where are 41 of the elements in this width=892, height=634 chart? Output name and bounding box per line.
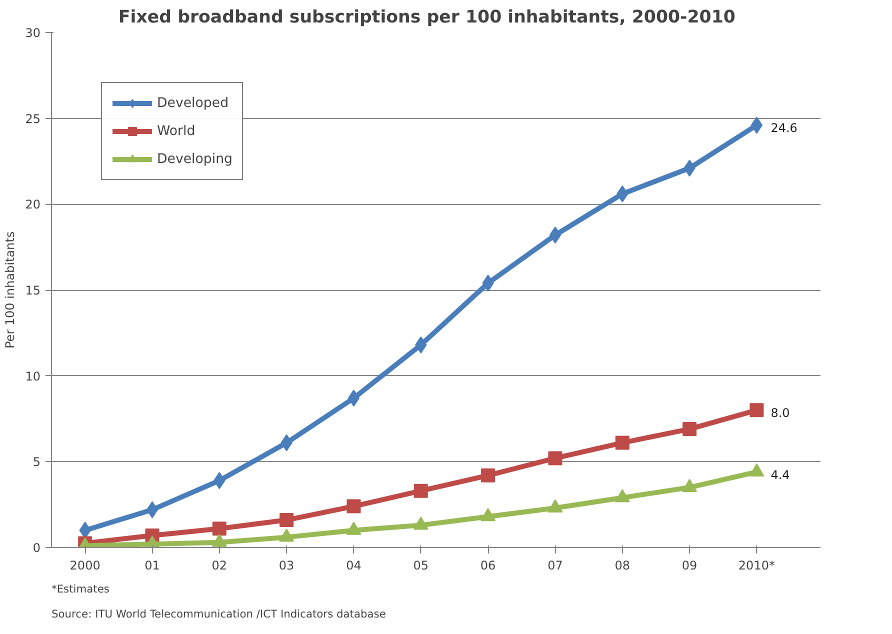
x-tick-label: 2000 (70, 558, 100, 572)
point (346, 499, 361, 514)
x-tick-label: 03 (278, 558, 294, 572)
x-tick-label: 01 (144, 558, 160, 572)
legend-label: Developed (157, 96, 229, 110)
point (212, 522, 226, 536)
data-label: 24.6 (770, 121, 798, 136)
point (548, 451, 562, 466)
chart-title: Fixed broadband subscriptions per 100 inhabitants, 2000-2010 (118, 8, 736, 28)
point (549, 226, 562, 244)
y-tick-label: 5 (32, 455, 41, 470)
y-tick-label: 0 (32, 541, 41, 555)
x-tick-label: 07 (548, 558, 563, 572)
legend-label: World (157, 124, 196, 138)
source-note: Source: ITU World Telecommunication /ICT Indicators database (52, 608, 386, 620)
x-tick-label: 02 (212, 558, 228, 572)
point (615, 436, 630, 450)
point (750, 403, 764, 418)
x-tick-label: 06 (480, 558, 496, 572)
y-tick-label: 20 (25, 198, 41, 212)
point (750, 116, 763, 134)
point (146, 501, 158, 518)
text: *Estimates (52, 582, 110, 596)
x-tick-label: 08 (614, 558, 630, 572)
point (280, 513, 294, 528)
x-tick-label: 09 (682, 558, 698, 572)
y-tick-label: 10 (25, 369, 41, 384)
y-tick-label: 15 (25, 284, 41, 298)
legend-label: Developing (157, 152, 232, 166)
x-tick-label: 2010* (738, 558, 775, 572)
x-tick-label: 04 (346, 558, 362, 572)
x-tick-label: 05 (413, 558, 429, 572)
y-tick-label: 25 (25, 112, 41, 126)
data-label: 8.0 (770, 406, 790, 420)
point (414, 484, 428, 498)
point (348, 390, 360, 407)
y-tick-label: 30 (25, 26, 41, 40)
y-axis-title: Per 100 inhabitants (3, 231, 18, 349)
point (682, 422, 697, 436)
point (481, 468, 496, 482)
data-label: 4.4 (770, 468, 790, 482)
